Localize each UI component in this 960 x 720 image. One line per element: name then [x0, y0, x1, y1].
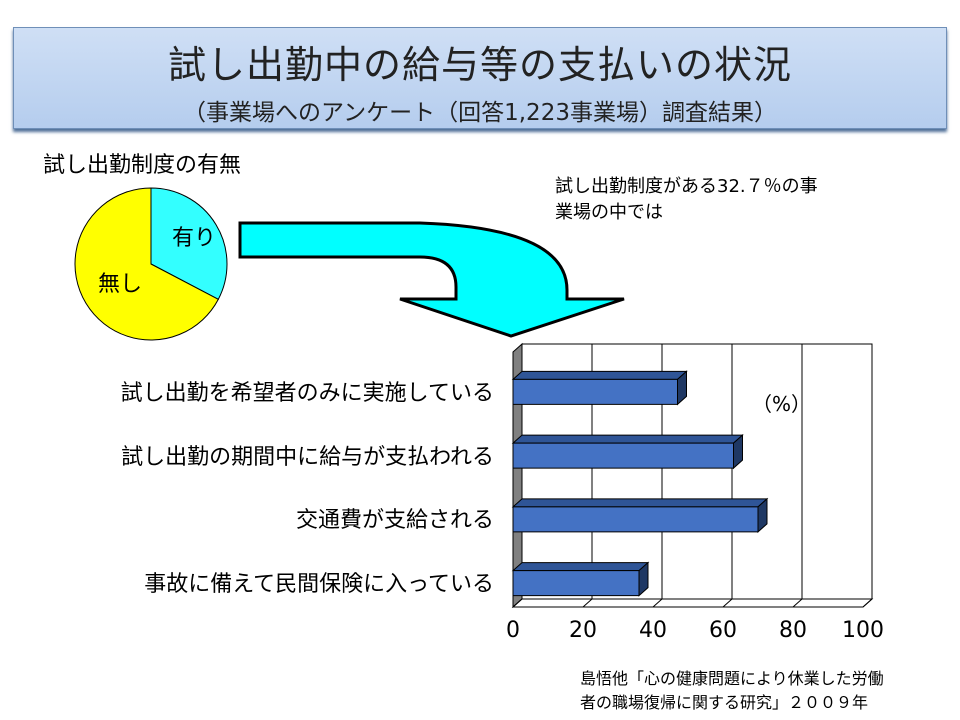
bar: [511, 434, 744, 470]
bar-front: [512, 506, 759, 533]
tick-mark: [582, 598, 593, 608]
pie-slice-no: [74, 187, 219, 341]
source-line: 島悟他「心の健康問題により休業した労働: [580, 669, 884, 688]
title-box: 試し出勤中の給与等の支払いの状況 （事業場へのアンケート（回答1,223事業場）…: [13, 27, 947, 129]
tick-mark: [792, 598, 803, 608]
category-label: 事故に備えて民間保険に入っている: [144, 572, 494, 598]
bar-front: [512, 442, 734, 469]
bar-top: [511, 562, 650, 572]
bar-front: [512, 378, 678, 405]
category-label: 試し出勤を希望者のみに実施している: [120, 380, 494, 406]
x-tick-label: 0: [506, 618, 520, 643]
curved-arrow-icon: [238, 221, 625, 338]
tick-mark: [512, 598, 523, 608]
bar: [511, 370, 688, 406]
bar-top: [511, 498, 769, 508]
bar-front: [512, 570, 640, 597]
slide-subtitle: （事業場へのアンケート（回答1,223事業場）調査結果）: [183, 100, 777, 126]
pie-label: 有り: [172, 226, 216, 251]
x-tick-label: 100: [842, 618, 884, 643]
bar-chart: [511, 342, 874, 609]
note-text: 試し出勤制度がある32.７％の事 業場の中では: [555, 174, 818, 226]
pie-label: 無し: [98, 272, 142, 297]
bar-top: [511, 434, 744, 444]
bar-top: [511, 370, 688, 380]
tick-mark: [652, 598, 663, 608]
note-line: 試し出勤制度がある32.７％の事: [555, 176, 818, 197]
source-citation: 島悟他「心の健康問題により休業した労働 者の職場復帰に関する研究」２００９年: [580, 667, 884, 715]
slide-title: 試し出勤中の給与等の支払いの状況: [167, 43, 792, 87]
unit-label: （%）: [752, 392, 812, 416]
pie-slice-yes: [150, 187, 228, 301]
x-tick-label: 20: [569, 618, 597, 643]
pie-title: 試し出勤制度の有無: [43, 153, 242, 178]
tick-mark: [722, 598, 733, 608]
x-tick-label: 60: [709, 618, 737, 643]
category-label: 交通費が支給される: [295, 508, 494, 534]
plot-floor: [511, 598, 874, 608]
x-tick-label: 40: [639, 618, 667, 643]
category-label: 試し出勤の期間中に給与が支払われる: [121, 444, 494, 470]
note-line: 業場の中では: [555, 202, 663, 223]
tick-mark: [862, 598, 873, 608]
x-tick-label: 80: [779, 618, 807, 643]
bar: [511, 561, 650, 597]
bar: [511, 497, 769, 533]
source-line: 者の職場復帰に関する研究」２００９年: [580, 693, 869, 712]
